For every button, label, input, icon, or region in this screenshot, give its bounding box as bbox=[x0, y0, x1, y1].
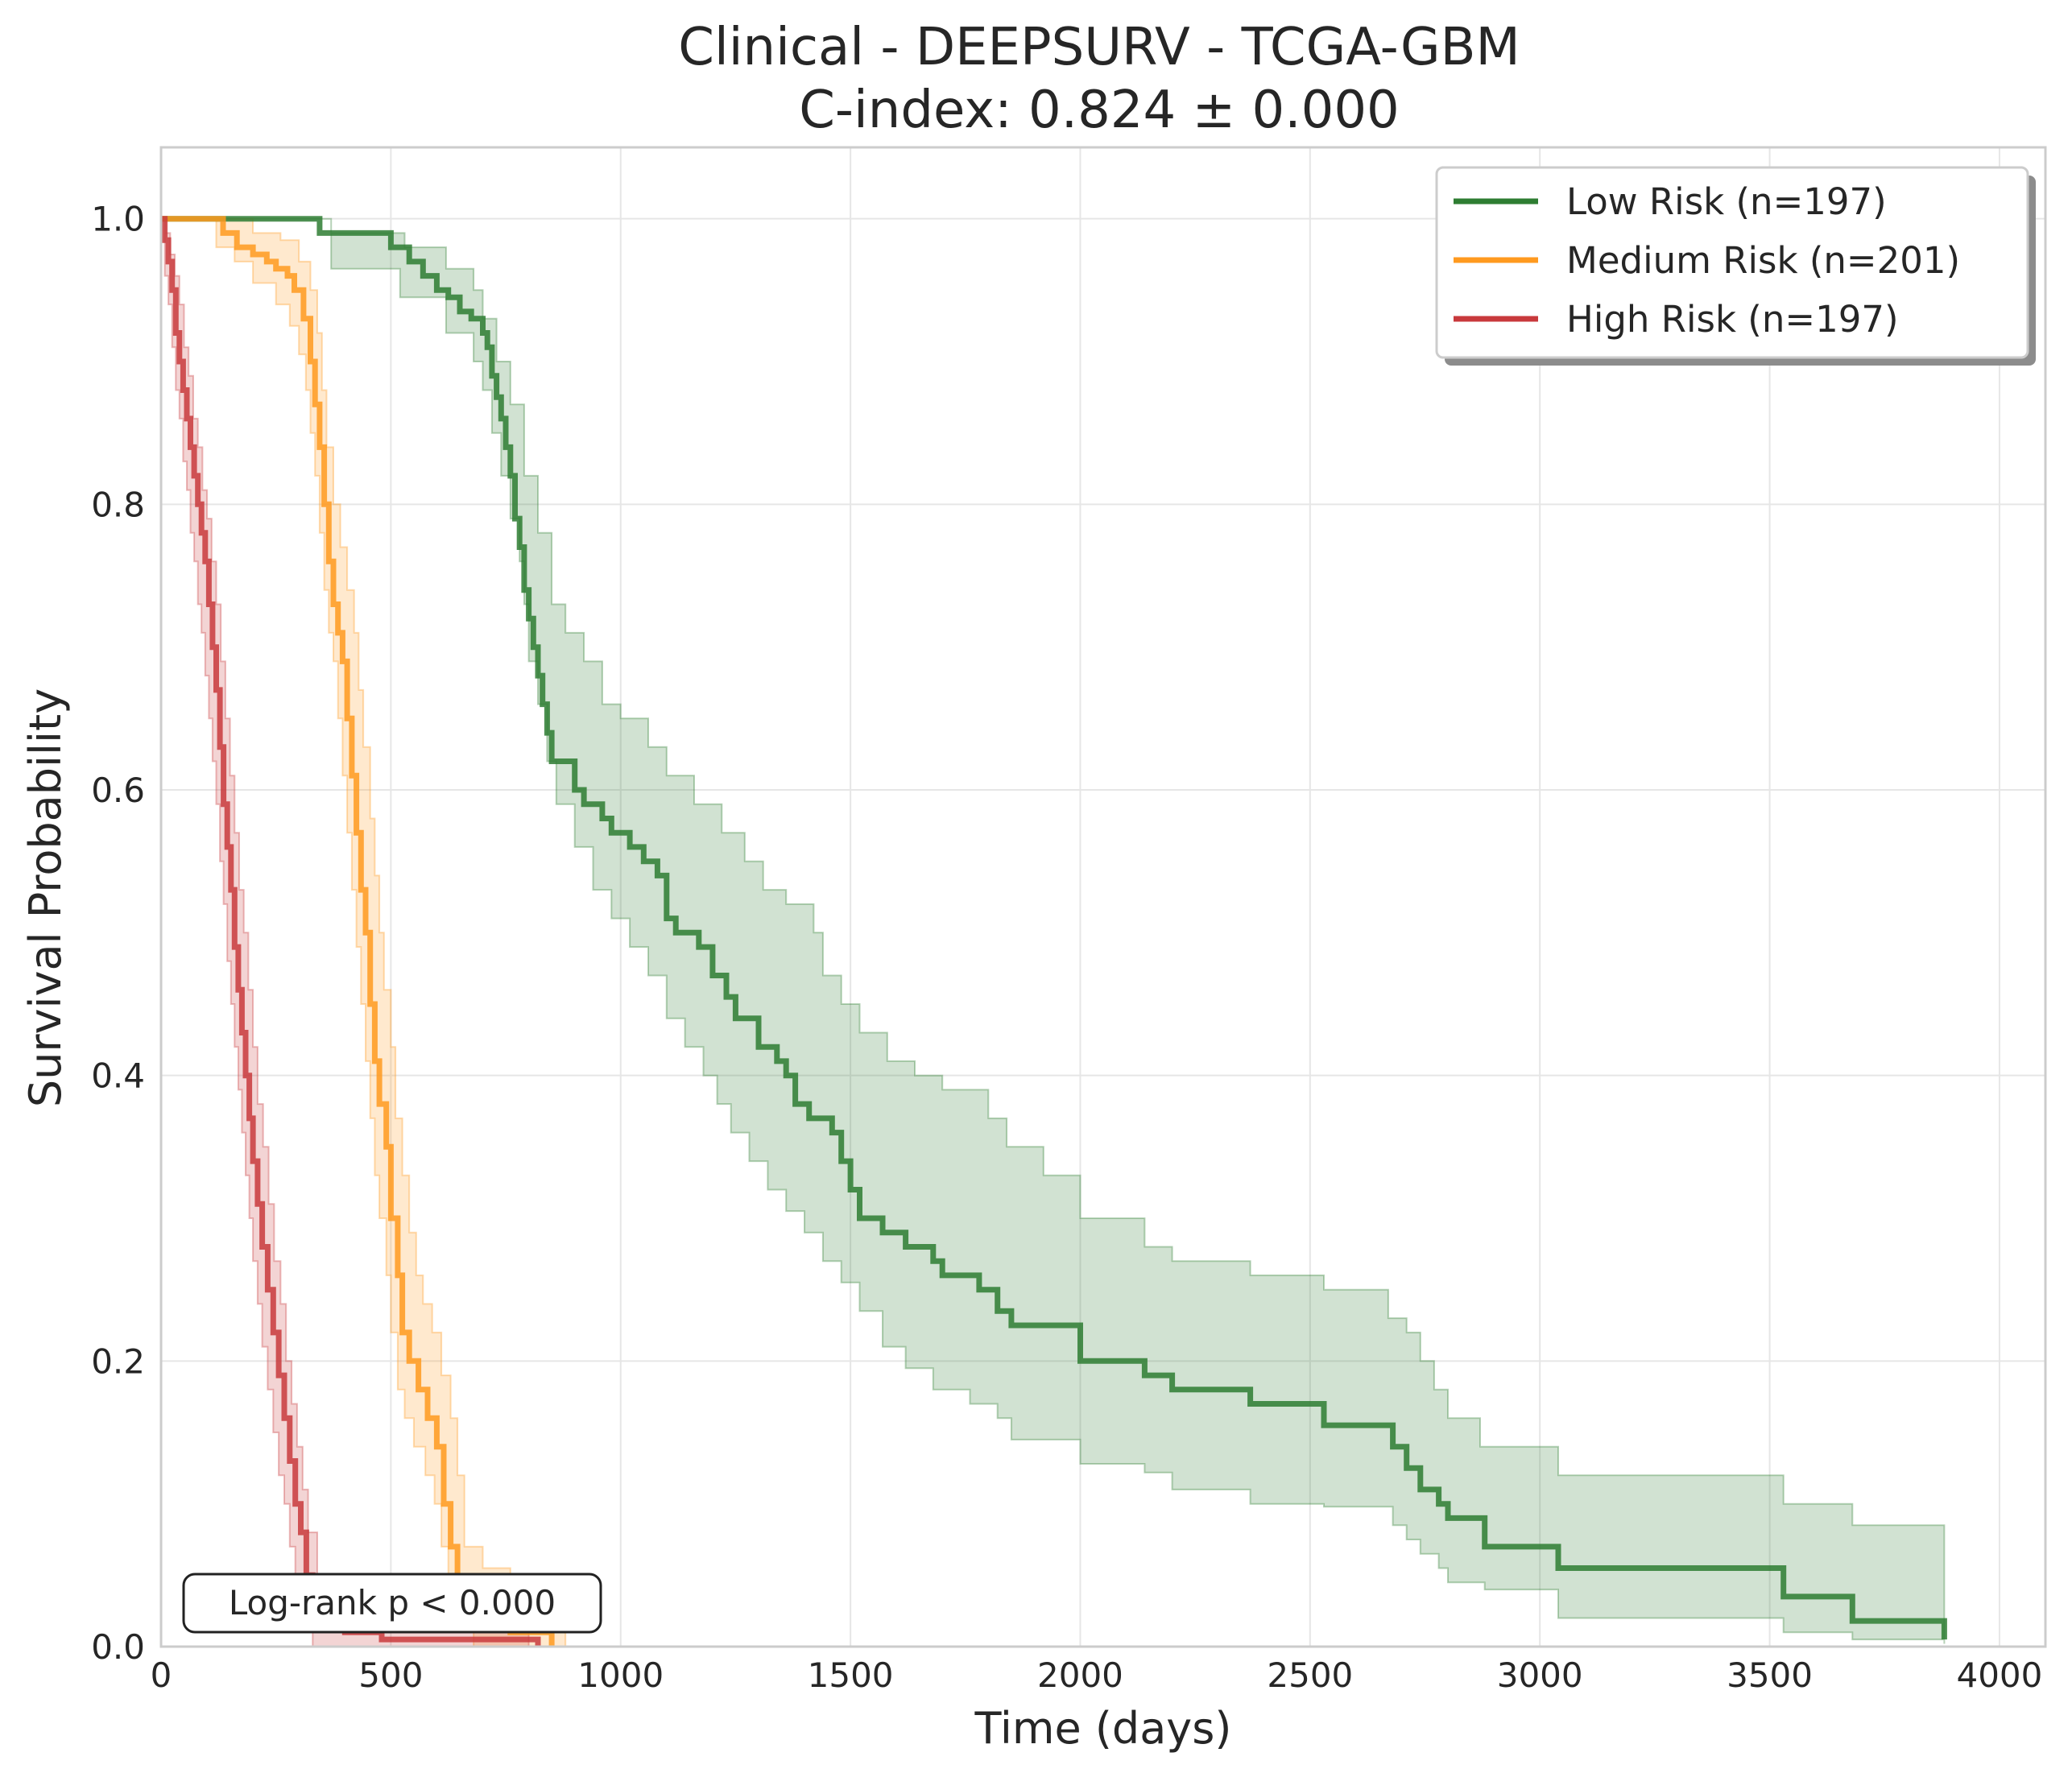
x-tick-label: 2500 bbox=[1267, 1655, 1353, 1695]
legend-box bbox=[1435, 166, 2029, 359]
y-axis-label: Survival Probability bbox=[20, 688, 71, 1107]
plot-frame bbox=[159, 146, 2047, 1648]
survival-curve-medium-risk bbox=[161, 216, 555, 1647]
y-axis-ticks: 0.0 0.2 0.4 0.6 0.8 1.0 bbox=[91, 200, 145, 1667]
x-tick-label: 2000 bbox=[1037, 1655, 1123, 1695]
x-tick-label: 500 bbox=[358, 1655, 423, 1695]
x-tick-label: 3000 bbox=[1497, 1655, 1583, 1695]
y-tick-label: 0.8 bbox=[91, 485, 145, 524]
y-tick-label: 1.0 bbox=[91, 200, 145, 239]
survival-curve-low-risk bbox=[161, 216, 1947, 1640]
x-tick-label: 4000 bbox=[1956, 1655, 2042, 1695]
chart-subtitle: C-index: 0.824 ± 0.000 bbox=[799, 81, 1400, 140]
legend-label-high-risk: High Risk (n=197) bbox=[1566, 298, 1899, 341]
y-tick-label: 0.6 bbox=[91, 771, 145, 810]
survival-curves bbox=[161, 216, 1947, 1647]
y-tick-label: 0.2 bbox=[91, 1341, 145, 1381]
legend-label-medium-risk: Medium Risk (n=201) bbox=[1566, 239, 1960, 282]
x-axis-ticks: 0 500 1000 1500 2000 2500 3000 3500 4000 bbox=[151, 1655, 2043, 1695]
annotation-box bbox=[182, 1573, 602, 1634]
plot-area bbox=[161, 147, 2045, 1647]
legend: Low Risk (n=197) Medium Risk (n=201) Hig… bbox=[1435, 166, 2036, 366]
logrank-annotation: Log-rank p < 0.000 bbox=[182, 1573, 602, 1634]
x-tick-label: 0 bbox=[151, 1655, 172, 1695]
x-tick-label: 3500 bbox=[1727, 1655, 1813, 1695]
survival-curve-high-risk bbox=[161, 216, 541, 1647]
y-tick-label: 0.0 bbox=[91, 1627, 145, 1667]
y-tick-label: 0.4 bbox=[91, 1056, 145, 1096]
ci-band-low-risk bbox=[161, 217, 1946, 1644]
x-tick-label: 1000 bbox=[577, 1655, 664, 1695]
chart-title: Clinical - DEEPSURV - TCGA-GBM bbox=[678, 18, 1520, 77]
legend-label-low-risk: Low Risk (n=197) bbox=[1566, 180, 1887, 223]
annotation-text: Log-rank p < 0.000 bbox=[229, 1583, 556, 1622]
x-axis-label: Time (days) bbox=[974, 1703, 1232, 1754]
x-tick-label: 1500 bbox=[808, 1655, 894, 1695]
